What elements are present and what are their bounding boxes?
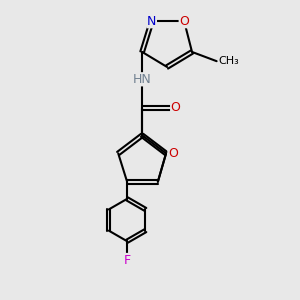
Text: CH₃: CH₃ (218, 56, 239, 66)
Text: O: O (168, 147, 178, 160)
Text: HN: HN (133, 73, 152, 86)
Text: O: O (171, 101, 181, 115)
Text: N: N (147, 15, 156, 28)
Text: O: O (179, 15, 189, 28)
Text: F: F (124, 254, 131, 266)
